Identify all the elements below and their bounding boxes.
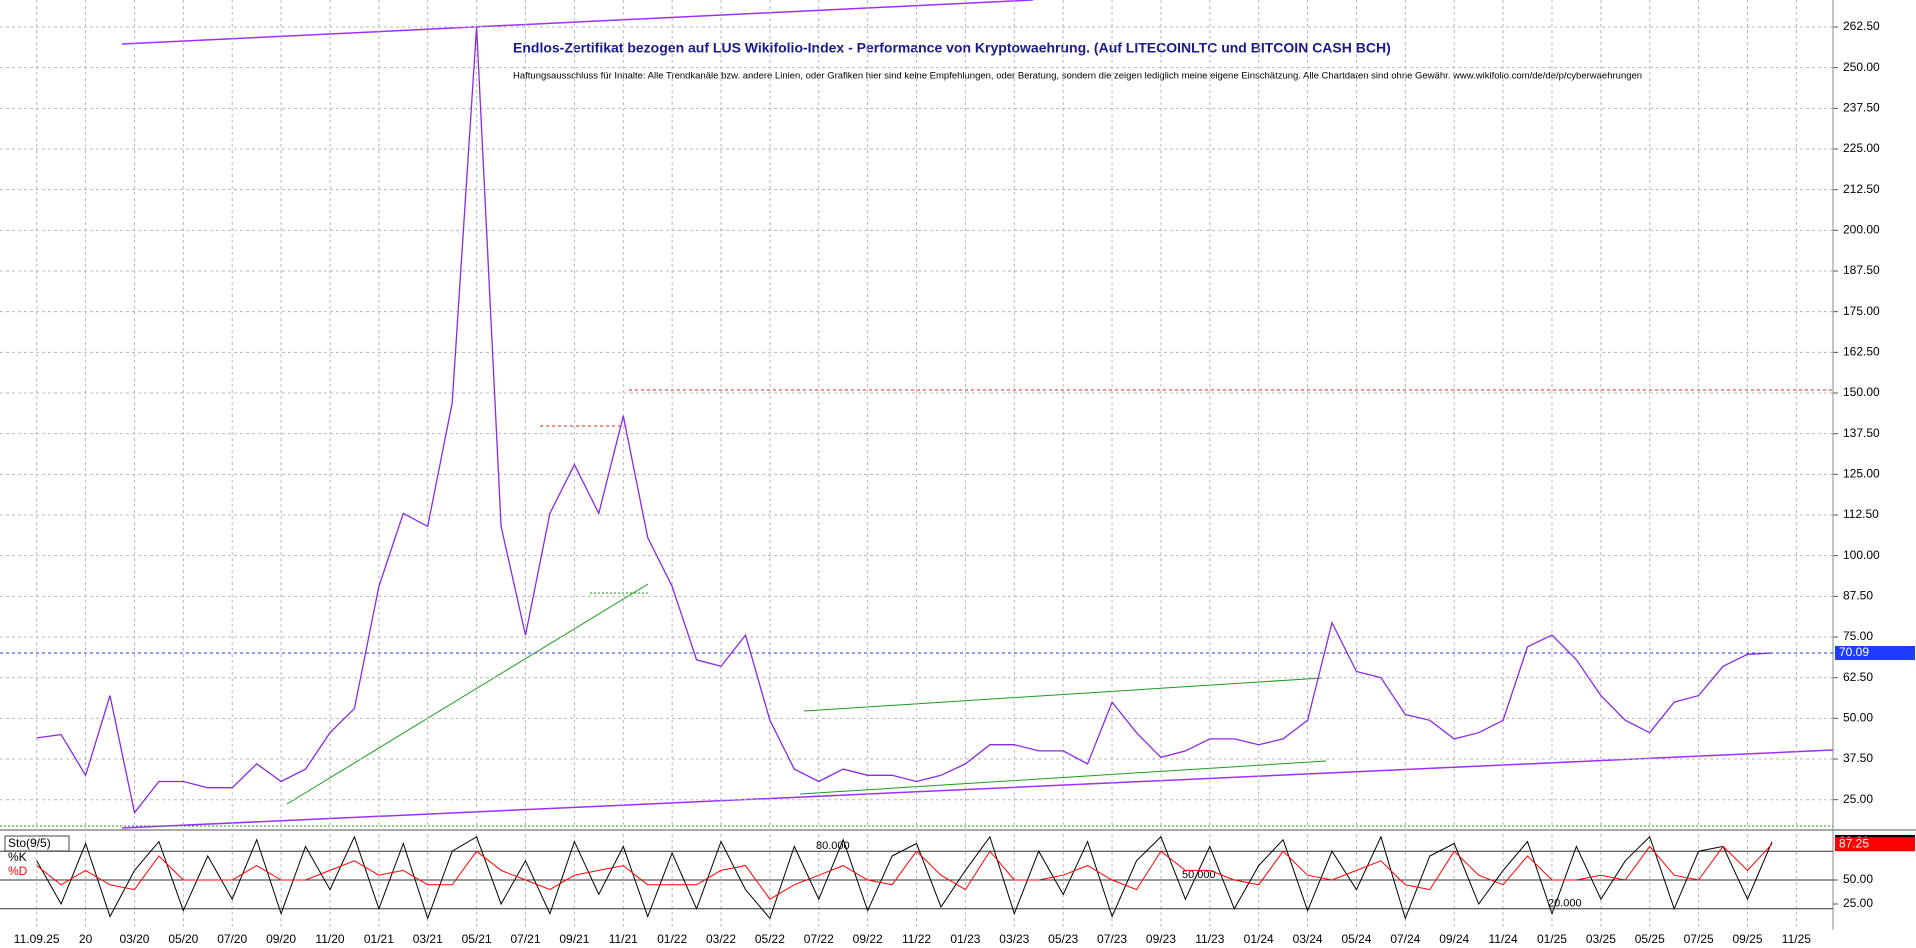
x-tick-label: 07/23 xyxy=(1097,932,1127,946)
last-value-box xyxy=(1835,837,1915,852)
x-tick-label: 01/21 xyxy=(364,932,394,946)
series-line xyxy=(36,26,1772,815)
x-tick-label: 01/23 xyxy=(950,932,980,946)
y-tick-label: 100.00 xyxy=(1843,548,1880,562)
y-tick-label: 237.50 xyxy=(1843,101,1880,115)
trend-line xyxy=(799,760,1327,795)
x-tick-label: 05/20 xyxy=(168,932,198,946)
x-tick-label: 09/21 xyxy=(559,932,589,946)
x-tick-label: 03/23 xyxy=(999,932,1029,946)
last-value-box xyxy=(1835,645,1915,660)
x-tick-label: 09/25 xyxy=(1732,932,1762,946)
y-tick-label: 137.50 xyxy=(1843,426,1880,440)
x-tick-label: 11/20 xyxy=(315,932,344,946)
x-tick-label: 09/23 xyxy=(1146,932,1176,946)
y-tick-label: 62.50 xyxy=(1843,670,1873,684)
x-tick-label: 01/25 xyxy=(1537,932,1567,946)
series-line xyxy=(36,835,1773,920)
x-tick-label: 03/25 xyxy=(1586,932,1616,946)
x-tick-label: 05/25 xyxy=(1635,932,1665,946)
trend-line xyxy=(803,677,1323,712)
chart-subtitle: Haftungsausschluss für Inhalte: Alle Tre… xyxy=(513,71,1642,82)
x-tick-label: 11/23 xyxy=(1195,932,1224,946)
x-tick-label: 11/24 xyxy=(1489,932,1518,946)
x-tick-label: 11.09.25 xyxy=(14,932,60,946)
y-tick-label: 37.50 xyxy=(1843,751,1873,765)
trend-line xyxy=(121,0,1034,45)
x-tick-label: 07/24 xyxy=(1390,932,1420,946)
y-tick-label: 25.00 xyxy=(1843,792,1873,806)
y-tick-label: 212.50 xyxy=(1843,182,1880,196)
x-tick-label: 07/21 xyxy=(510,932,540,946)
x-tick-label: 07/25 xyxy=(1684,932,1714,946)
trend-line xyxy=(286,583,649,805)
x-tick-label: 11/22 xyxy=(902,932,931,946)
x-tick-label: 09/20 xyxy=(266,932,296,946)
legend-d: %D xyxy=(8,864,28,878)
x-tick-label: 11/21 xyxy=(609,932,638,946)
x-tick-label: 07/22 xyxy=(804,932,834,946)
y-tick-label: 87.50 xyxy=(1843,589,1873,603)
x-tick-label: 09/22 xyxy=(853,932,883,946)
y-tick-label: 150.00 xyxy=(1843,385,1880,399)
level-label: 80.000 xyxy=(816,840,850,852)
x-tick-label: 05/22 xyxy=(755,932,785,946)
x-tick-label: 05/23 xyxy=(1048,932,1078,946)
last-value-label: 87.25 xyxy=(1839,836,1869,850)
x-tick-label: 03/20 xyxy=(119,932,149,946)
level-label: 20.000 xyxy=(1548,898,1582,910)
chart-title: Endlos-Zertifikat bezogen auf LUS Wikifo… xyxy=(513,40,1391,56)
x-tick-label: 01/22 xyxy=(657,932,687,946)
y-tick-label: 162.50 xyxy=(1843,345,1880,359)
y-tick-label: 262.50 xyxy=(1843,19,1880,33)
y-tick-label: 200.00 xyxy=(1843,223,1880,237)
x-tick-label: 07/20 xyxy=(217,932,247,946)
y-tick-label: 50.00 xyxy=(1843,711,1873,725)
trend-line xyxy=(121,749,1834,829)
x-tick-label: 03/22 xyxy=(706,932,736,946)
x-tick-label: 01/24 xyxy=(1244,932,1274,946)
y-tick-label: 75.00 xyxy=(1843,629,1873,643)
y-tick-label: 175.00 xyxy=(1843,304,1880,318)
x-tick-label: 03/24 xyxy=(1293,932,1323,946)
trend-lines xyxy=(0,0,1834,829)
y-tick-label: 250.00 xyxy=(1843,60,1880,74)
x-tick-label: 03/21 xyxy=(413,932,443,946)
y-tick-label: 25.00 xyxy=(1843,896,1873,910)
y-tick-label: 50.00 xyxy=(1843,872,1873,886)
x-tick-label: 05/21 xyxy=(462,932,492,946)
y-tick-label: 125.00 xyxy=(1843,467,1880,481)
x-tick-label: 05/24 xyxy=(1341,932,1371,946)
y-tick-label: 187.50 xyxy=(1843,263,1880,277)
x-tick-label: 20 xyxy=(79,932,93,946)
series-line xyxy=(36,843,1773,900)
y-tick-label: 225.00 xyxy=(1843,141,1880,155)
x-tick-label: 11/25 xyxy=(1782,932,1811,946)
legend-k: %K xyxy=(8,850,27,864)
last-value-label: 70.09 xyxy=(1839,645,1869,659)
level-label: 50.000 xyxy=(1182,869,1216,881)
indicator-label: Sto(9/5) xyxy=(8,836,51,850)
x-tick-label: 09/24 xyxy=(1439,932,1469,946)
y-tick-label: 112.50 xyxy=(1843,507,1879,521)
